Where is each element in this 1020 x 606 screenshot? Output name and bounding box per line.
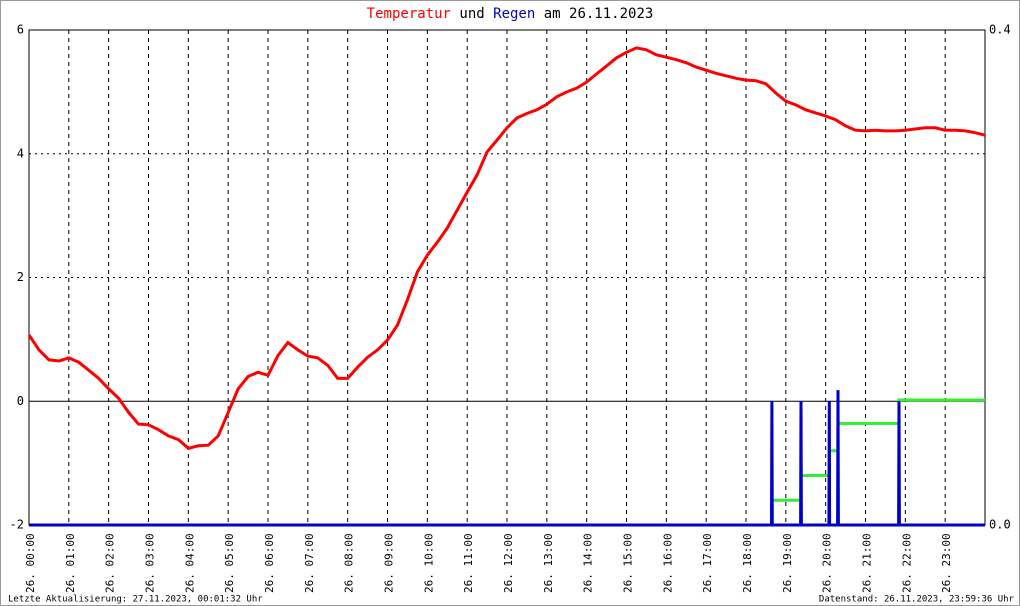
x-tick-label: 26. 16:00 <box>661 533 674 593</box>
y-tick-label: 0 <box>17 394 24 408</box>
x-tick-label: 26. 21:00 <box>861 533 874 593</box>
footer-right: Datenstand: 26.11.2023, 23:59:36 Uhr <box>819 595 1015 605</box>
x-tick-label: 26. 08:00 <box>343 533 356 593</box>
x-tick-label: 26. 02:00 <box>104 533 117 593</box>
x-tick-label: 26. 13:00 <box>542 533 555 593</box>
y-tick-label: 6 <box>17 23 24 37</box>
x-tick-label: 26. 00:00 <box>24 533 37 593</box>
x-tick-label: 26. 03:00 <box>144 533 157 593</box>
y2-tick-label: 0.0 <box>989 518 1011 532</box>
y2-tick-label: 0.4 <box>989 23 1011 37</box>
x-tick-label: 26. 22:00 <box>900 533 913 593</box>
x-tick-label: 26. 19:00 <box>781 533 794 593</box>
x-tick-label: 26. 12:00 <box>502 533 515 593</box>
x-tick-label: 26. 05:00 <box>223 533 236 593</box>
title-series-2: Regen <box>493 6 535 22</box>
x-tick-label: 26. 20:00 <box>821 533 834 593</box>
title-word: und <box>459 6 484 22</box>
x-tick-label: 26. 14:00 <box>582 533 595 593</box>
x-tick-label: 26. 11:00 <box>462 533 475 593</box>
x-tick-label: 26. 17:00 <box>701 533 714 593</box>
x-tick-label: 26. 01:00 <box>64 533 77 593</box>
x-tick-label: 26. 10:00 <box>422 533 435 593</box>
x-tick-label: 26. 09:00 <box>383 533 396 593</box>
x-tick-label: 26. 23:00 <box>940 533 953 593</box>
title-series-1: Temperatur <box>367 6 451 22</box>
chart-title: Temperatur und Regen am 26.11.2023 <box>367 6 654 22</box>
footer-left: Letzte Aktualisierung: 27.11.2023, 00:01… <box>8 595 263 605</box>
series-line <box>29 390 985 527</box>
series-line <box>27 46 986 450</box>
x-tick-label: 26. 18:00 <box>741 533 754 593</box>
x-tick-label: 26. 15:00 <box>622 533 635 593</box>
x-tick-label: 26. 07:00 <box>303 533 316 593</box>
x-tick-label: 26. 04:00 <box>183 533 196 593</box>
title-word: am 26.11.2023 <box>544 6 654 22</box>
y-tick-label: 2 <box>17 270 24 284</box>
x-tick-label: 26. 06:00 <box>263 533 276 593</box>
y-tick-label: -2 <box>10 518 24 532</box>
y-tick-label: 4 <box>17 146 24 160</box>
